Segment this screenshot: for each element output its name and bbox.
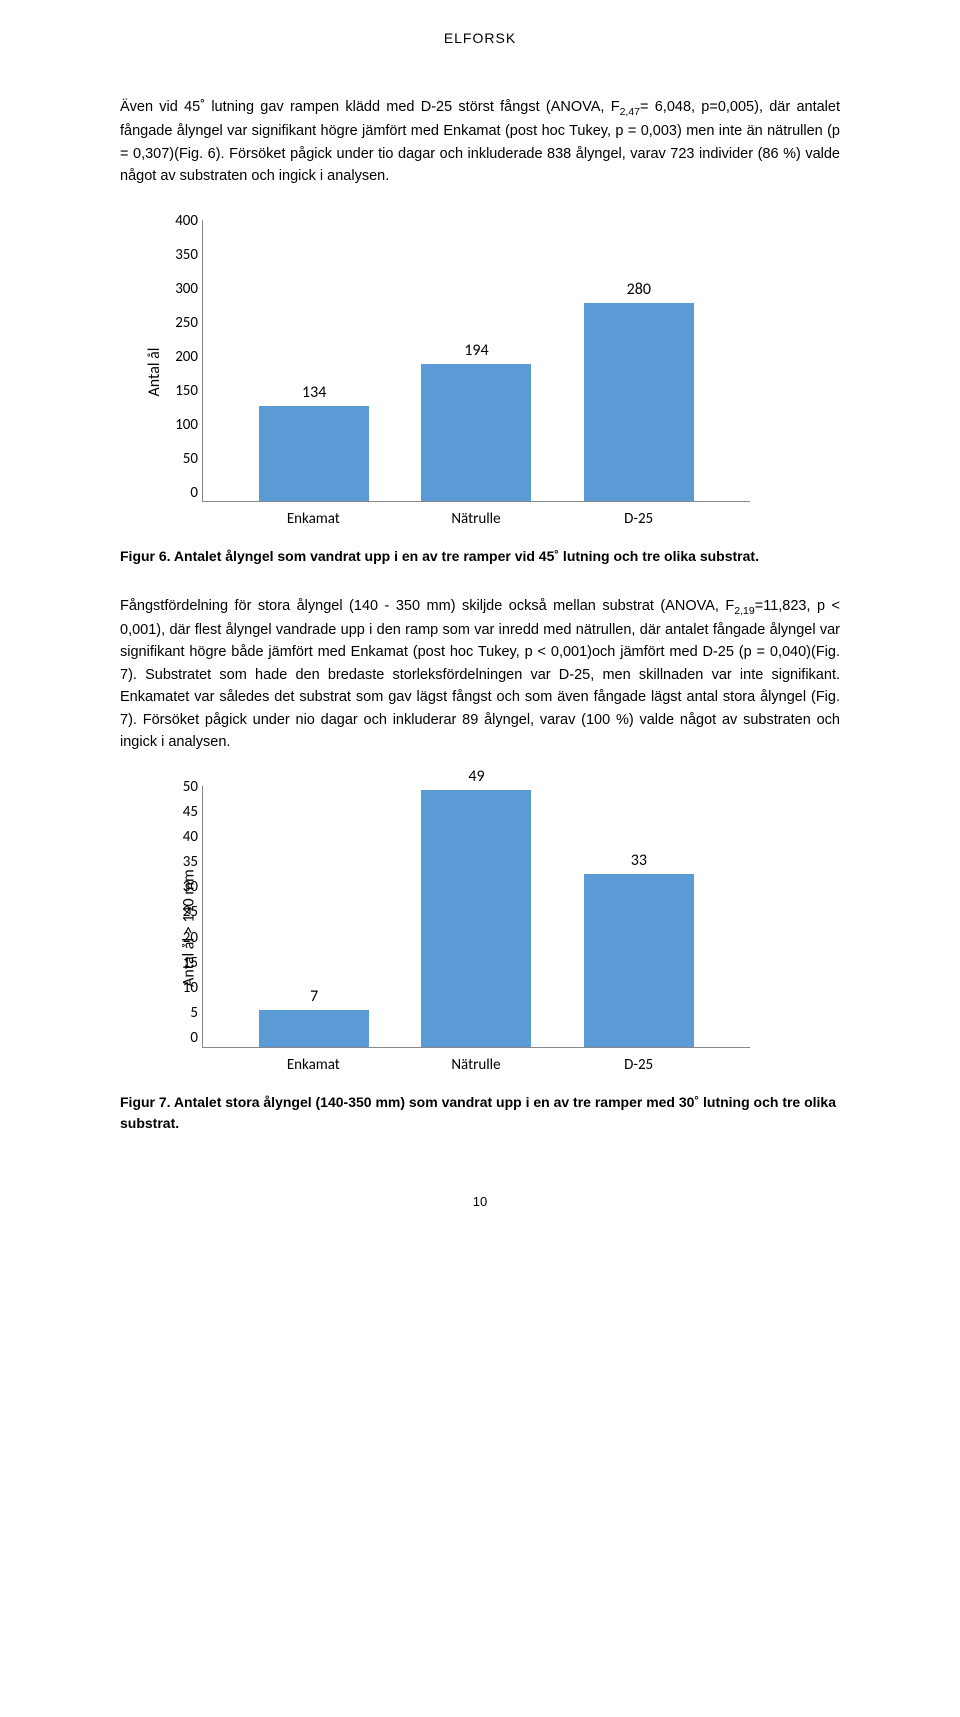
- y-tick: 250: [168, 314, 198, 332]
- chart2-x-labels: Enkamat Nätrulle D-25: [202, 1052, 750, 1078]
- y-tick: 0: [168, 484, 198, 502]
- bar-value-label: 7: [310, 987, 318, 1006]
- bar-column: 49: [416, 767, 536, 1047]
- y-tick: 150: [168, 382, 198, 400]
- para1-pre: Även vid 45˚ lutning gav rampen klädd me…: [120, 99, 620, 115]
- chart2-bars: 74933: [203, 786, 750, 1047]
- y-tick: 40: [168, 828, 198, 846]
- bar: [259, 1010, 369, 1047]
- y-tick: 300: [168, 280, 198, 298]
- chart1-y-label: Antal ål: [145, 347, 164, 396]
- chart2-plot-area: 74933: [202, 786, 750, 1048]
- y-tick: 45: [168, 803, 198, 821]
- y-tick: 100: [168, 416, 198, 434]
- para2-pre: Fångstfördelning för stora ålyngel (140 …: [120, 598, 734, 614]
- chart1-plot-area: 134 194 280: [202, 220, 750, 502]
- figure-7-chart: Antal ål > 140 mm 05101520253035404550 7…: [140, 778, 760, 1078]
- para1-sub: 2,47: [620, 106, 640, 118]
- page-number: 10: [120, 1194, 840, 1209]
- bar-column: 194: [416, 341, 536, 501]
- bar-value-label: 49: [468, 767, 484, 786]
- x-tick-label: Nätrulle: [416, 1056, 536, 1078]
- bar-column: 33: [579, 851, 699, 1047]
- para2-sub: 2,19: [734, 604, 754, 616]
- y-tick: 200: [168, 348, 198, 366]
- bar-column: 134: [254, 383, 374, 500]
- y-tick: 50: [168, 450, 198, 468]
- para2-post: =11,823, p < 0,001), där flest ålyngel v…: [120, 598, 840, 751]
- figure-6-chart: Antal ål 0 50 100 150 200 250 300 350 400 134 194…: [140, 212, 760, 532]
- y-tick: 50: [168, 778, 198, 796]
- bar-column: 7: [254, 987, 374, 1047]
- y-tick: 15: [168, 954, 198, 972]
- y-tick: 0: [168, 1029, 198, 1047]
- figure-6-caption: Figur 6. Antalet ålyngel som vandrat upp…: [120, 546, 840, 567]
- chart1-x-labels: Enkamat Nätrulle D-25: [202, 506, 750, 532]
- y-tick: 30: [168, 878, 198, 896]
- bar: [584, 874, 694, 1047]
- x-tick-label: D-25: [579, 1056, 699, 1078]
- bar-value-label: 134: [302, 383, 326, 402]
- bar-column: 280: [579, 280, 699, 500]
- x-tick-label: D-25: [579, 510, 699, 532]
- x-tick-label: Nätrulle: [416, 510, 536, 532]
- y-tick: 20: [168, 929, 198, 947]
- bar: [584, 303, 694, 500]
- paragraph-1: Även vid 45˚ lutning gav rampen klädd me…: [120, 96, 840, 188]
- x-tick-label: Enkamat: [253, 1056, 373, 1078]
- chart1-y-ticks: 0 50 100 150 200 250 300 350 400: [168, 212, 198, 502]
- chart1-bars: 134 194 280: [203, 220, 750, 501]
- y-tick: 25: [168, 903, 198, 921]
- bar-value-label: 33: [631, 851, 647, 870]
- chart2-y-ticks: 0 5 10 15 20 25 30 35 40 45 50: [168, 778, 198, 1048]
- bar: [421, 364, 531, 501]
- bar: [421, 790, 531, 1047]
- y-tick: 10: [168, 979, 198, 997]
- y-tick: 350: [168, 246, 198, 264]
- document-header: ELFORSK: [120, 30, 840, 46]
- bar-value-label: 280: [627, 280, 651, 299]
- paragraph-2: Fångstfördelning för stora ålyngel (140 …: [120, 595, 840, 754]
- figure-7-caption: Figur 7. Antalet stora ålyngel (140-350 …: [120, 1092, 840, 1134]
- y-tick: 400: [168, 212, 198, 230]
- x-tick-label: Enkamat: [253, 510, 373, 532]
- y-tick: 5: [168, 1004, 198, 1022]
- bar: [259, 406, 369, 500]
- bar-value-label: 194: [464, 341, 488, 360]
- y-tick: 35: [168, 853, 198, 871]
